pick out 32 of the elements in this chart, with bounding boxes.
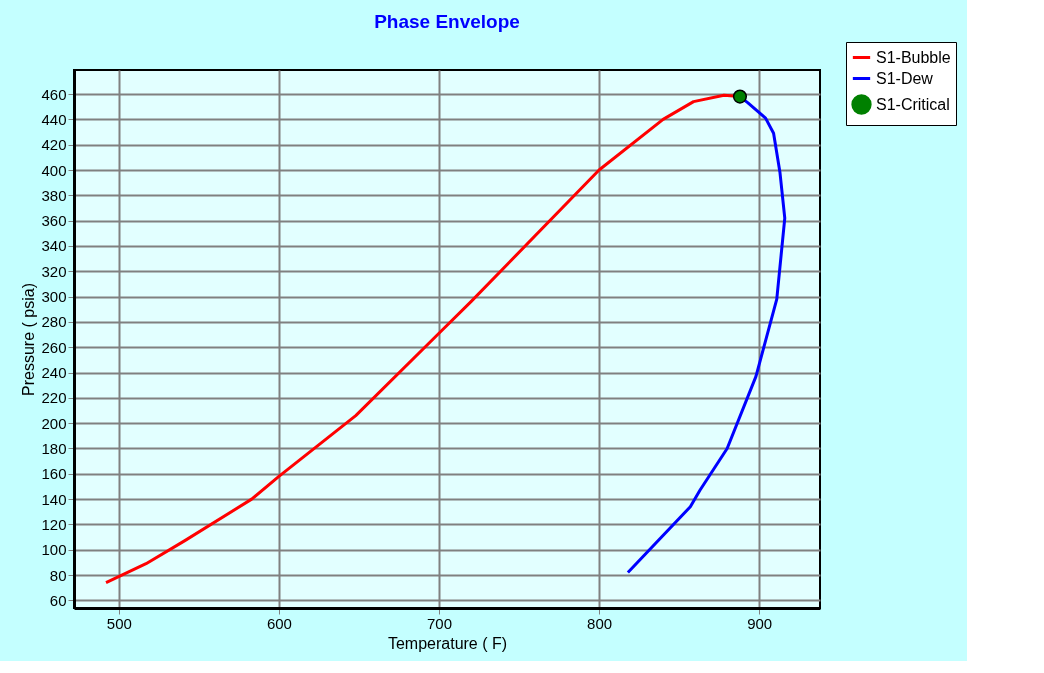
- y-tick-label: 360: [41, 212, 67, 230]
- legend-label: S1-Critical: [876, 95, 950, 113]
- y-tick-label: 240: [41, 364, 67, 382]
- y-tick-label: 380: [41, 186, 67, 204]
- chart-title: Phase Envelope: [374, 10, 520, 32]
- x-tick-label: 900: [747, 614, 773, 632]
- y-tick-label: 180: [41, 440, 67, 457]
- y-tick-label: 260: [41, 338, 67, 356]
- x-tick-label: 600: [266, 614, 292, 632]
- y-tick-label: 400: [41, 161, 67, 179]
- y-tick-label: 80: [49, 566, 67, 584]
- y-tick-label: 100: [41, 541, 67, 559]
- legend-label: S1-Dew: [876, 69, 934, 87]
- y-tick-label: 460: [41, 85, 67, 103]
- y-tick-label: 420: [41, 136, 67, 154]
- y-tick-label: 280: [41, 313, 67, 331]
- x-tick-label: 800: [587, 614, 613, 632]
- y-tick-label: 140: [41, 490, 67, 508]
- x-tick-label: 500: [106, 614, 132, 632]
- x-tick-label: 700: [426, 614, 453, 632]
- y-tick-label: 200: [41, 414, 67, 432]
- y-tick-label: 160: [41, 465, 67, 483]
- y-tick-label: 340: [41, 237, 67, 255]
- y-axis-title: Pressure ( psia): [20, 283, 38, 396]
- y-tick-label: 440: [41, 110, 67, 128]
- legend-label: S1-Bubble: [876, 48, 951, 66]
- x-axis-title: Temperature ( F): [387, 634, 508, 652]
- y-tick-label: 220: [41, 389, 67, 407]
- y-tick-label: 120: [41, 515, 67, 533]
- y-tick-label: 60: [49, 591, 67, 609]
- y-tick-label: 320: [41, 262, 67, 280]
- y-tick-label: 300: [41, 288, 67, 306]
